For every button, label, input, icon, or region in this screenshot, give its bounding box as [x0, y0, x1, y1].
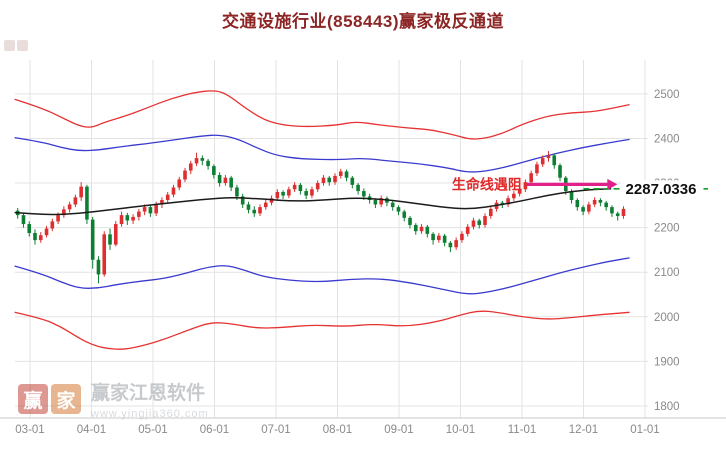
- svg-text:11-01: 11-01: [508, 424, 537, 436]
- svg-text:09-01: 09-01: [384, 424, 413, 436]
- svg-text:2000: 2000: [654, 312, 680, 324]
- watermark: 赢 家 赢家江恩软件 www.yingjia360.com: [18, 384, 209, 420]
- svg-text:12-01: 12-01: [569, 424, 598, 436]
- svg-text:04-01: 04-01: [77, 424, 106, 436]
- corner-logo-square-icon: [17, 40, 28, 51]
- watermark-logo-char-1: 赢: [18, 384, 48, 414]
- svg-text:03-01: 03-01: [15, 424, 44, 436]
- svg-text:10-01: 10-01: [446, 424, 475, 436]
- svg-text:1800: 1800: [654, 401, 680, 413]
- corner-logo-square-icon: [4, 40, 15, 51]
- svg-text:2400: 2400: [654, 133, 680, 145]
- svg-text:生命线遇阻: 生命线遇阻: [452, 176, 522, 192]
- svg-text:08-01: 08-01: [323, 424, 352, 436]
- svg-text:2500: 2500: [654, 89, 680, 101]
- watermark-logo-char-2: 家: [51, 384, 81, 414]
- watermark-logo-icon: 赢 家: [18, 384, 81, 414]
- svg-text:1900: 1900: [654, 356, 680, 368]
- svg-text:2100: 2100: [654, 267, 680, 279]
- watermark-url-text: www.yingjia360.com: [91, 408, 209, 420]
- corner-logo-icon: [4, 40, 28, 51]
- svg-text:2200: 2200: [654, 223, 680, 235]
- svg-text:01-01: 01-01: [630, 424, 659, 436]
- svg-text:05-01: 05-01: [138, 424, 167, 436]
- svg-text:2287.0336: 2287.0336: [626, 181, 697, 198]
- svg-text:06-01: 06-01: [200, 424, 229, 436]
- watermark-brand-text: 赢家江恩软件: [91, 383, 206, 404]
- svg-text:07-01: 07-01: [261, 424, 290, 436]
- chart-title: 交通设施行业(858443)赢家极反通道: [221, 12, 505, 31]
